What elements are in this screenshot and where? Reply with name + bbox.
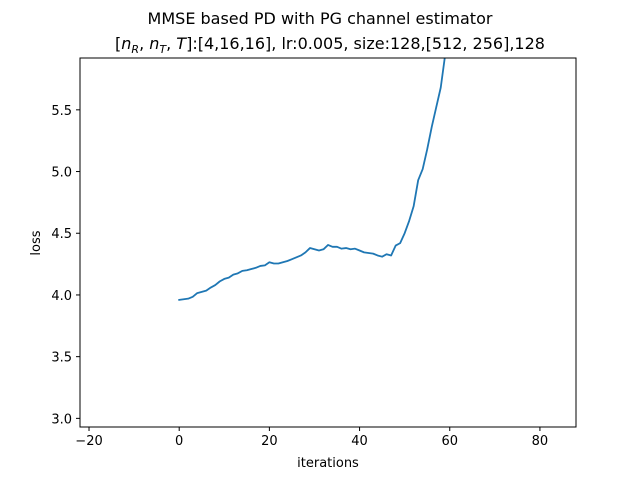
- y-tick-label: 4.0: [51, 289, 72, 304]
- subtitle-part: n: [121, 34, 131, 53]
- x-tick-label: 40: [351, 434, 368, 449]
- subtitle-part: T: [159, 43, 167, 56]
- y-tick-label: 5.5: [51, 104, 72, 119]
- subtitle-part: ,: [139, 34, 149, 53]
- axes-frame: [79, 57, 577, 428]
- y-axis-label: loss: [29, 230, 44, 255]
- chart-title: MMSE based PD with PG channel estimator: [148, 9, 493, 28]
- x-tick-label: 60: [441, 434, 458, 449]
- y-tick-label: 4.5: [51, 227, 72, 242]
- subtitle-part: [: [115, 34, 121, 53]
- y-tick-label: 5.0: [51, 166, 72, 181]
- x-axis-label: iterations: [297, 456, 359, 471]
- subtitle-part: ,: [166, 34, 176, 53]
- y-tick-label: 3.0: [51, 412, 72, 427]
- series-line-0: [178, 58, 446, 301]
- x-tick-label: 0: [175, 434, 183, 449]
- subtitle-part: T: [176, 34, 187, 53]
- plot-layer: −20 0 20 40 60 80 3.0 3.5 4.0 4.5 5.0 5.5: [51, 57, 577, 449]
- x-tick-label: −20: [75, 434, 102, 449]
- subtitle-part: ]:[4,16,16], lr:0.005, size:128,[512, 25…: [186, 34, 545, 53]
- y-tick-label: 3.5: [51, 351, 72, 366]
- x-tick-label: 20: [261, 434, 278, 449]
- subtitle-part: n: [149, 34, 159, 53]
- chart-subtitle: [nR, nT, T]:[4,16,16], lr:0.005, size:12…: [115, 34, 545, 56]
- x-tick-label: 80: [532, 434, 549, 449]
- subtitle-part: R: [131, 43, 139, 56]
